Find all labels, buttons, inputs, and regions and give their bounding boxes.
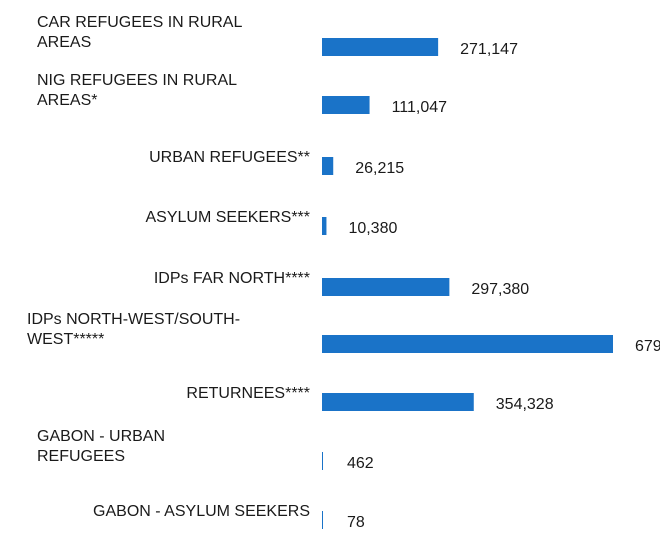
category-label-line: AREAS <box>37 34 92 51</box>
data-label: 679,393 <box>635 338 660 355</box>
data-label: 354,328 <box>495 396 554 413</box>
bar <box>322 452 323 470</box>
category-label: URBAN REFUGEES** <box>149 148 310 168</box>
data-label: 10,380 <box>348 220 398 237</box>
bar <box>322 157 334 175</box>
category-label: IDPs NORTH-WEST/SOUTH- WEST***** <box>27 310 240 350</box>
bar <box>322 38 439 56</box>
data-label: 297,380 <box>471 281 530 298</box>
category-label-line: AREAS* <box>37 92 98 109</box>
category-label-line: GABON - ASYLUM SEEKERS <box>93 503 310 520</box>
category-label-line: IDPs NORTH-WEST/SOUTH- <box>27 311 241 328</box>
bar <box>322 217 327 235</box>
category-label-line: GABON - URBAN <box>37 428 166 445</box>
category-label: GABON - URBAN REFUGEES <box>37 427 165 467</box>
category-label-line: NIG REFUGEES IN RURAL <box>37 72 238 89</box>
category-label-line: IDPs FAR NORTH**** <box>153 270 310 287</box>
category-label: GABON - ASYLUM SEEKERS <box>93 502 310 522</box>
data-label: 462 <box>347 455 374 472</box>
category-label: ASYLUM SEEKERS*** <box>145 208 310 228</box>
bar <box>322 278 450 296</box>
data-label: 111,047 <box>391 99 448 116</box>
category-label-line: WEST***** <box>27 331 105 348</box>
bar <box>322 511 323 529</box>
bar <box>322 393 474 411</box>
category-label: RETURNEES**** <box>186 384 310 404</box>
bar <box>322 96 370 114</box>
category-label: IDPs FAR NORTH**** <box>154 269 310 289</box>
category-label: NIG REFUGEES IN RURAL AREAS* <box>37 71 237 111</box>
category-label-line: ASYLUM SEEKERS*** <box>145 209 310 226</box>
category-label-line: URBAN REFUGEES** <box>149 149 310 166</box>
category-label-line: CAR REFUGEES IN RURAL <box>37 14 243 31</box>
category-label: CAR REFUGEES IN RURAL AREAS <box>37 13 242 53</box>
bar <box>322 335 613 353</box>
category-label-line: RETURNEES**** <box>186 385 310 402</box>
data-label: 271,147 <box>460 41 518 58</box>
category-label-line: REFUGEES <box>37 448 126 465</box>
data-label: 26,215 <box>355 160 405 177</box>
data-label: 78 <box>347 514 365 531</box>
